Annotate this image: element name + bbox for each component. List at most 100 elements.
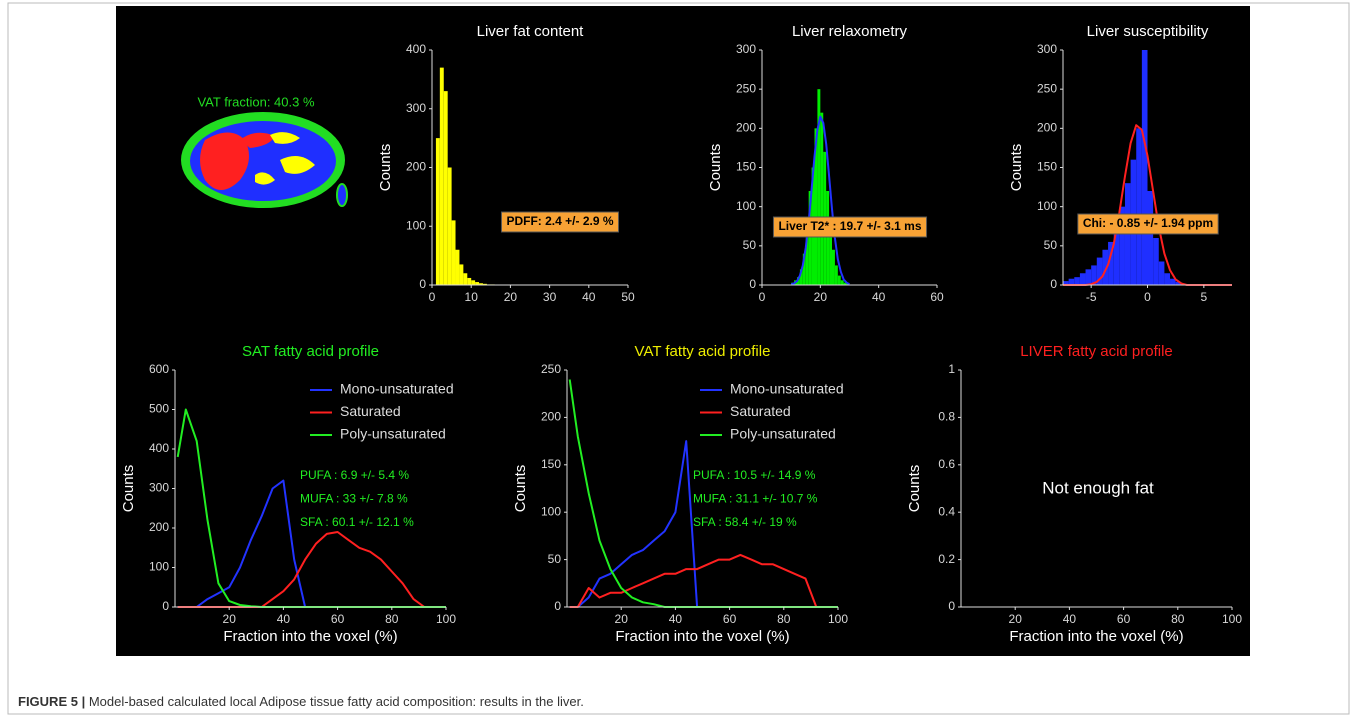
histogram-bar (467, 277, 472, 285)
x-tick-label: 60 (723, 612, 737, 626)
vat-fragment (336, 183, 348, 207)
y-tick-label: 200 (406, 160, 426, 174)
y-axis-label: Counts (1008, 144, 1025, 192)
y-tick-label: 100 (541, 504, 561, 518)
y-tick-label: 50 (743, 238, 757, 252)
histogram-bar (451, 220, 456, 285)
histogram-bar (1113, 230, 1120, 285)
annotation: PDFF: 2.4 +/- 2.9 % (506, 214, 613, 228)
y-tick-label: 250 (736, 81, 756, 95)
histogram-bar (439, 67, 444, 285)
x-tick-label: 0 (759, 290, 766, 304)
histogram-bar (843, 282, 847, 285)
y-tick-label: 100 (736, 199, 756, 213)
chart-title: VAT fatty acid profile (635, 343, 771, 360)
legend-label: Saturated (730, 403, 791, 419)
y-tick-label: 0 (948, 599, 955, 613)
annotation: PUFA : 10.5 +/- 14.9 % (693, 468, 816, 482)
histogram-bar (1170, 278, 1176, 285)
x-tick-label: 0 (429, 290, 436, 304)
legend-label: Mono-unsaturated (340, 381, 454, 397)
histogram-bar (1108, 241, 1114, 285)
histogram-bar (817, 89, 821, 286)
annotation: MUFA : 31.1 +/- 10.7 % (693, 492, 818, 506)
chart-title: LIVER fatty acid profile (1020, 343, 1173, 360)
y-tick-label: 50 (548, 552, 562, 566)
y-tick-label: 200 (736, 121, 756, 135)
y-tick-label: 100 (1037, 199, 1057, 213)
histogram-bar (840, 280, 844, 285)
note: Not enough fat (1042, 478, 1154, 497)
chart: Liver relaxometryCounts05010015020025030… (707, 23, 944, 304)
histogram-bar (832, 249, 835, 285)
y-tick-label: 200 (149, 520, 169, 534)
y-tick-label: 50 (1044, 238, 1058, 252)
histogram-bar (837, 275, 841, 285)
histogram-bar (834, 265, 838, 285)
x-axis-label: Fraction into the voxel (%) (223, 628, 397, 645)
x-tick-label: 0 (1144, 290, 1151, 304)
histogram-bar (1136, 128, 1142, 285)
histogram-bar (1096, 257, 1103, 285)
fat-region (280, 156, 315, 174)
annotation-box (500, 211, 620, 233)
x-tick-label: 50 (621, 290, 635, 304)
histogram-bar (471, 280, 476, 285)
histogram-bar (1085, 269, 1092, 285)
chart-title: Liver fat content (477, 23, 585, 40)
x-tick-label: 40 (669, 612, 683, 626)
x-tick-label: -5 (1086, 290, 1097, 304)
y-axis-label: Counts (512, 465, 529, 513)
y-axis-label: Counts (377, 144, 394, 192)
x-tick-label: 40 (582, 290, 596, 304)
y-axis-label: Counts (707, 144, 724, 192)
x-tick-label: 100 (436, 612, 456, 626)
y-tick-label: 300 (149, 481, 169, 495)
x-axis-label: Fraction into the voxel (%) (1009, 628, 1183, 645)
x-tick-label: 80 (385, 612, 399, 626)
histogram-bar (459, 264, 464, 285)
annotation: Chi: - 0.85 +/- 1.94 ppm (1083, 216, 1213, 230)
fat-region (255, 172, 275, 185)
liver-lobe (240, 132, 275, 148)
histogram-bar (799, 269, 803, 285)
histogram-bar (814, 128, 818, 285)
y-tick-label: 150 (1037, 160, 1057, 174)
annotation: MUFA : 33 +/- 7.8 % (300, 492, 408, 506)
y-tick-label: 0.6 (938, 457, 955, 471)
histogram-bar (1091, 265, 1097, 285)
chart: VAT fatty acid profile Counts Fraction int… (512, 343, 848, 645)
histogram-bar (1102, 249, 1109, 285)
y-tick-label: 400 (149, 441, 169, 455)
x-tick-label: 60 (930, 290, 944, 304)
annotation: PUFA : 6.9 +/- 5.4 % (300, 468, 409, 482)
y-tick-label: 0 (749, 277, 756, 291)
series-line (569, 553, 838, 608)
y-tick-label: 150 (541, 457, 561, 471)
annotation: Liver T2* : 19.7 +/- 3.1 ms (778, 219, 921, 233)
histogram-bar (1079, 273, 1086, 285)
x-tick-label: 40 (1063, 612, 1077, 626)
y-tick-label: 200 (541, 410, 561, 424)
histogram-bar (1063, 281, 1069, 285)
x-tick-label: 20 (615, 612, 629, 626)
histogram-bar (435, 138, 440, 285)
y-tick-label: 100 (406, 218, 426, 232)
y-tick-label: 0 (1050, 277, 1057, 291)
x-tick-label: 80 (777, 612, 791, 626)
y-tick-label: 0.4 (938, 504, 955, 518)
chart: SAT fatty acid profile Counts Fraction int… (120, 343, 456, 645)
histogram-bar (1074, 277, 1080, 285)
histogram-bar (826, 191, 830, 285)
caption-figure: FIGURE 5 | (18, 694, 85, 709)
annotation-box (1077, 213, 1219, 235)
legend-label: Poly-unsaturated (730, 426, 836, 442)
histogram-bar (802, 253, 806, 285)
histogram-bar (447, 167, 452, 285)
histogram-bar (443, 91, 448, 285)
histogram-bar (463, 273, 468, 285)
caption-text: Model-based calculated local Adipose tis… (89, 694, 584, 709)
y-tick-label: 300 (736, 42, 756, 56)
caption: FIGURE 5 | Model-based calculated local … (18, 694, 584, 709)
